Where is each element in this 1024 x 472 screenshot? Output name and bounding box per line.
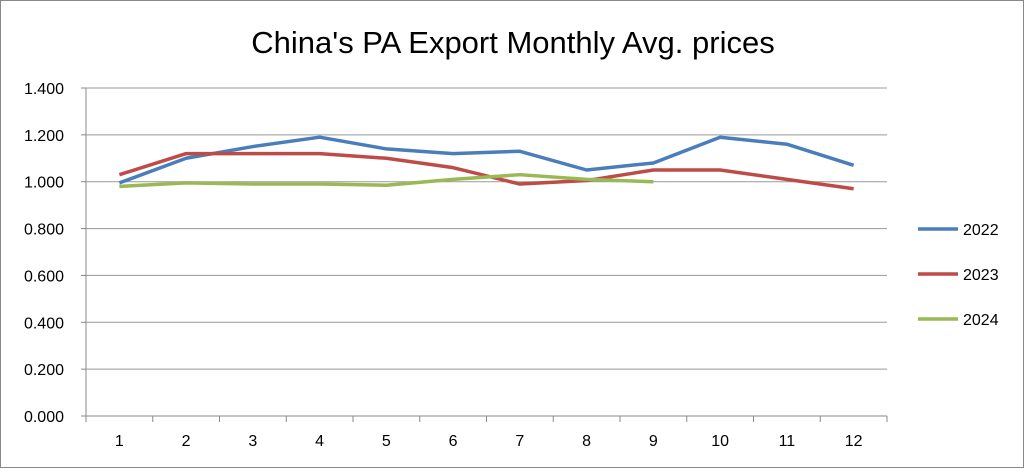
x-tick-label: 8 <box>582 433 591 450</box>
x-tick-label: 9 <box>649 433 658 450</box>
legend-label-2024: 2024 <box>963 312 999 329</box>
y-tick-label: 1.000 <box>24 175 64 192</box>
x-tick-label: 2 <box>182 433 191 450</box>
y-tick-label: 0.000 <box>24 409 64 426</box>
y-tick-label: 0.600 <box>24 268 64 285</box>
y-tick-label: 0.800 <box>24 222 64 239</box>
chart-title: China's PA Export Monthly Avg. prices <box>251 25 774 60</box>
x-tick-label: 11 <box>779 433 796 450</box>
x-tick-label: 1 <box>115 433 124 450</box>
y-tick-label: 1.200 <box>24 128 64 145</box>
x-tick-label: 7 <box>515 433 524 450</box>
legend-label-2023: 2023 <box>963 267 999 284</box>
series-line-2024 <box>119 172 654 189</box>
y-tick-label: 1.400 <box>24 81 64 98</box>
x-tick-label: 4 <box>315 433 324 450</box>
series-line-2022 <box>118 135 855 185</box>
x-tick-label: 3 <box>248 433 257 450</box>
x-tick-label: 5 <box>382 433 391 450</box>
y-tick-label: 0.200 <box>24 362 64 379</box>
legend-label-2022: 2022 <box>963 222 999 239</box>
x-tick-label: 12 <box>845 433 863 450</box>
x-tick-label: 10 <box>711 433 729 450</box>
x-tick-label: 6 <box>449 433 458 450</box>
y-tick-label: 0.400 <box>24 315 64 332</box>
